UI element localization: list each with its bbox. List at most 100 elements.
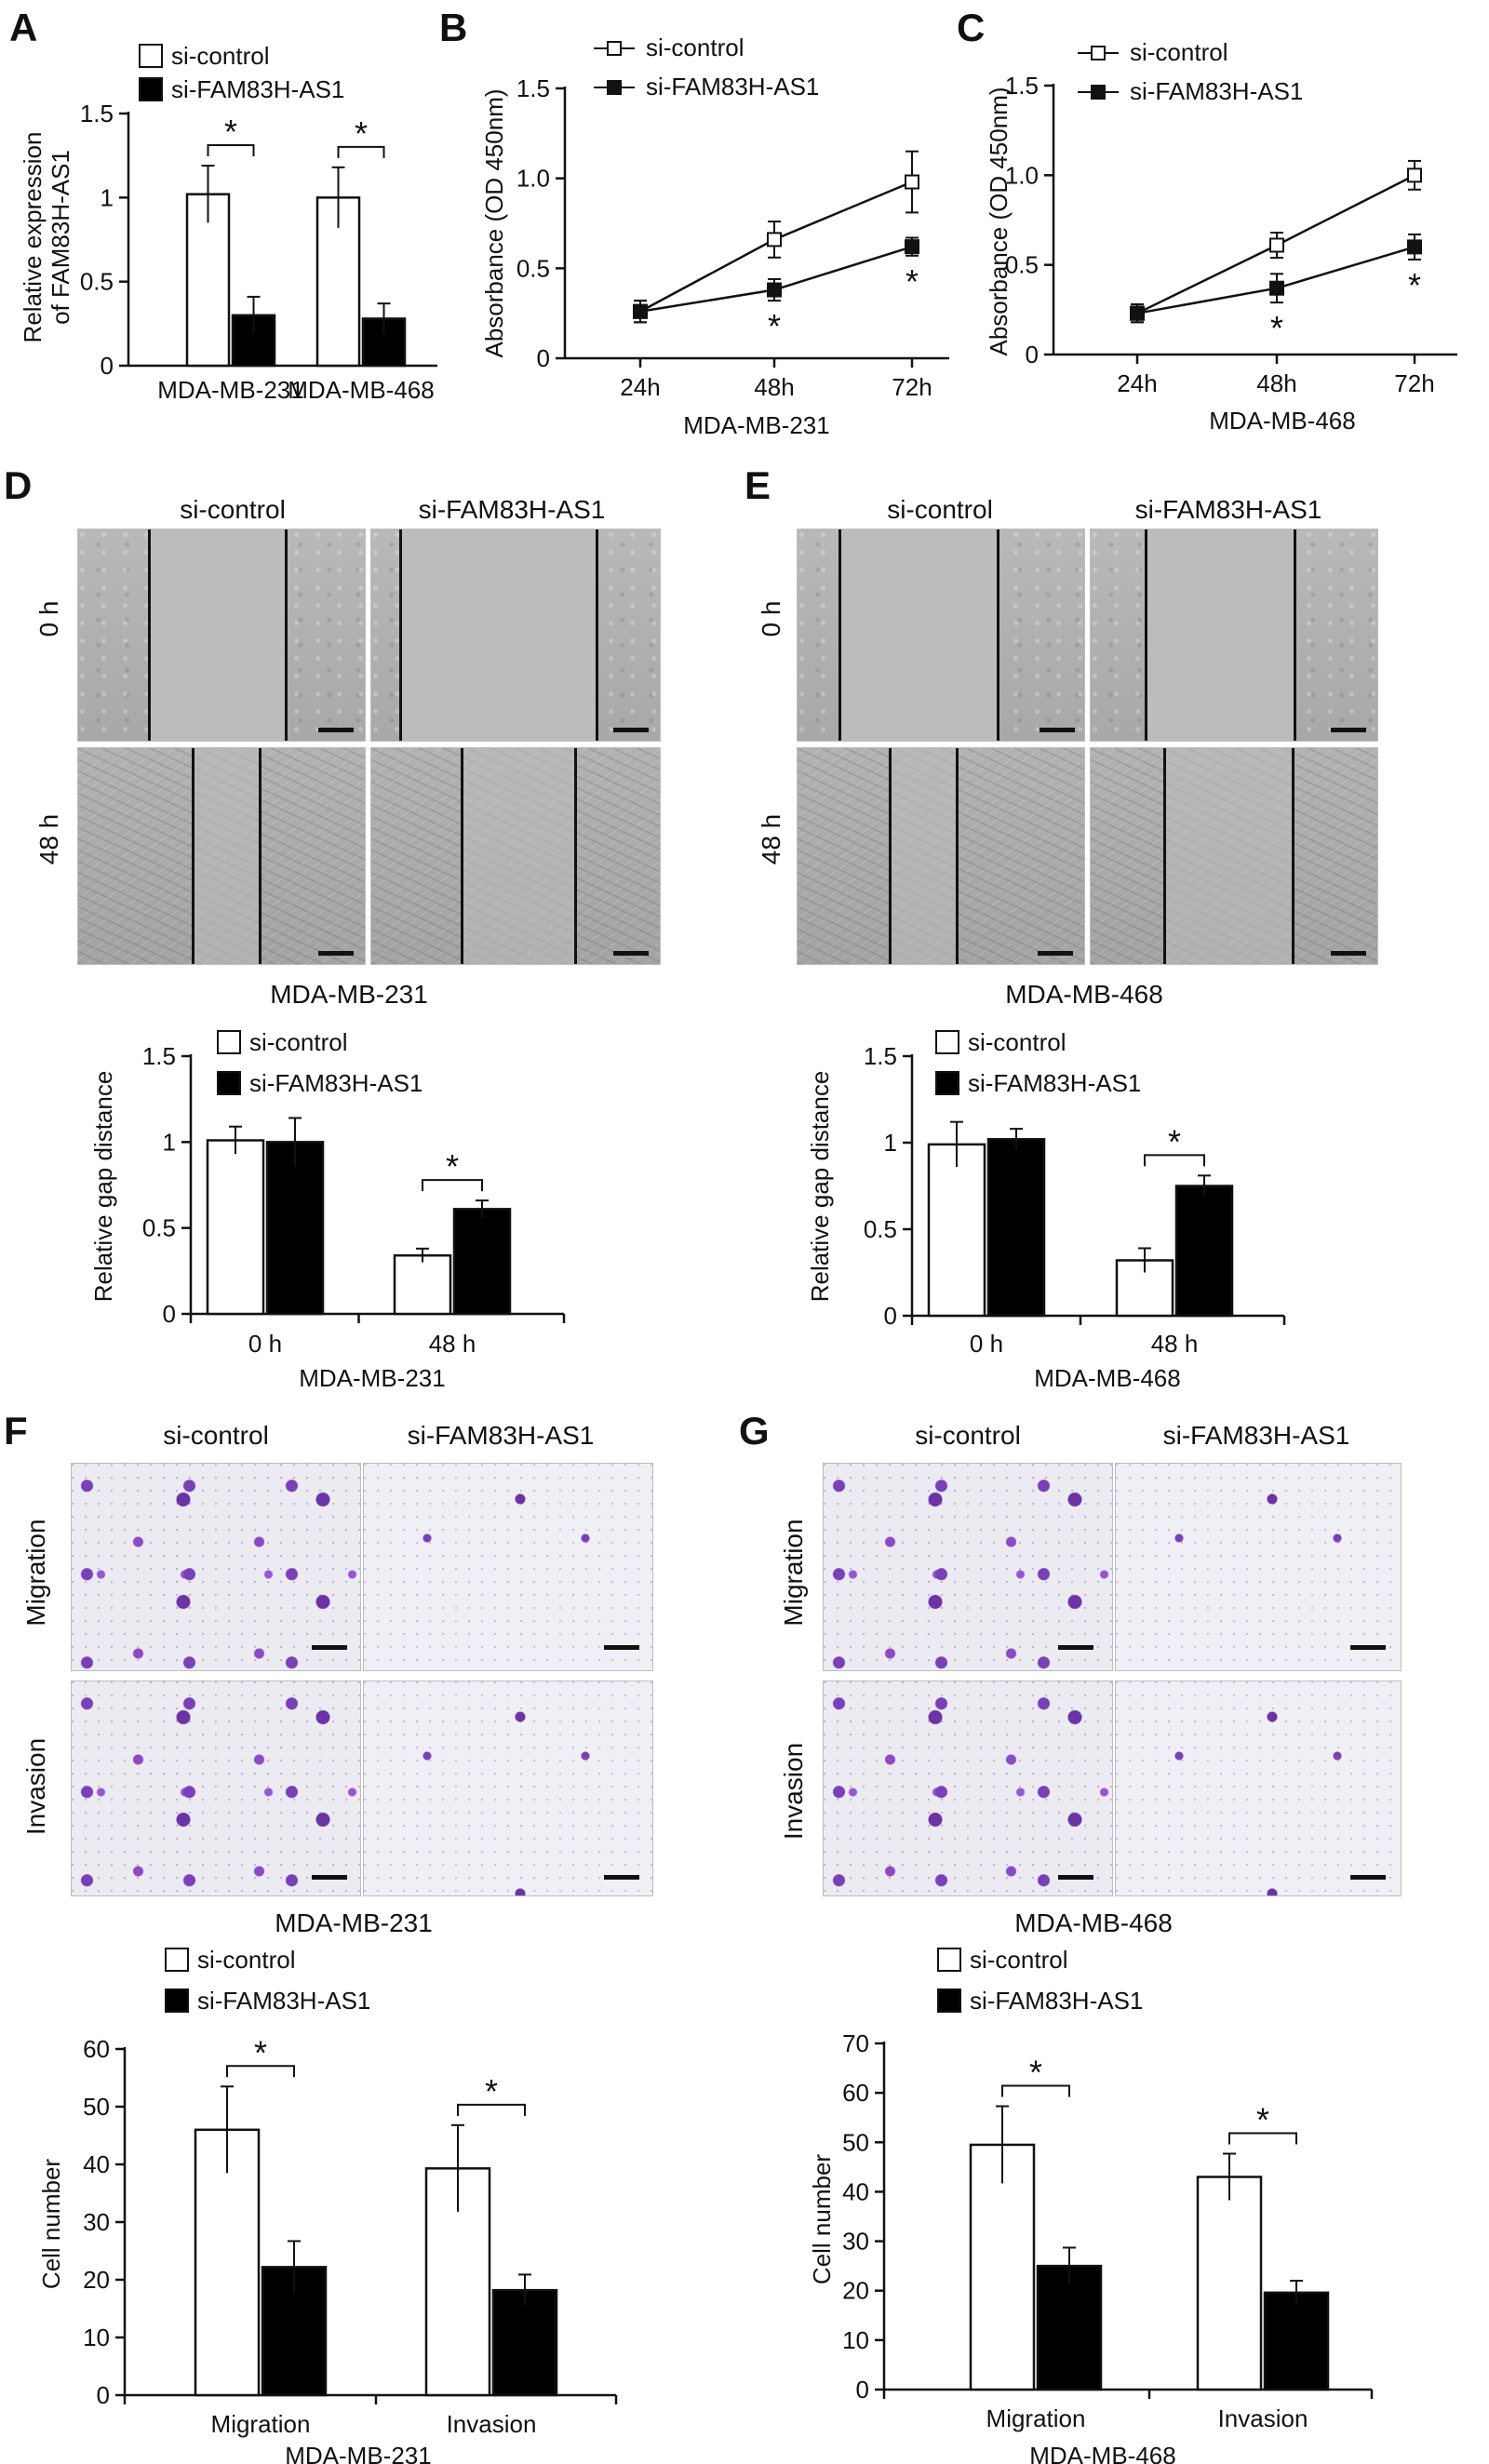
chart-d-y-tick-label: 0.5 xyxy=(142,1214,176,1242)
chart-b-y-tick-label: 1.5 xyxy=(516,74,550,102)
chart-b-legend-label: si-control xyxy=(646,33,744,61)
chart-g-bar xyxy=(1196,2176,1263,2391)
chart-f-x-tick-label: Invasion xyxy=(447,2410,537,2438)
micrograph-f-control-migration xyxy=(71,1463,361,1671)
panel-d-col-label-si: si-FAM83H-AS1 xyxy=(419,495,606,524)
chart-f-bar xyxy=(194,2128,261,2397)
chart-g-y-tick-label: 40 xyxy=(842,2177,869,2205)
micrograph-d-si-0h xyxy=(370,529,661,742)
chart-f-y-tick-label: 40 xyxy=(83,2150,110,2178)
chart-f-y-label: Cell number xyxy=(37,2159,65,2290)
chart-g-y-tick-label: 60 xyxy=(842,2079,869,2107)
chart-c-x-tick-label: 72h xyxy=(1394,369,1434,397)
chart-g-x-tick-label: Invasion xyxy=(1218,2404,1308,2432)
micrograph-e-control-0h xyxy=(797,529,1085,742)
chart-b-y-tick-label: 0 xyxy=(537,344,550,372)
chart-e-x-tick-label: 48 h xyxy=(1151,1330,1199,1358)
scale-bar xyxy=(318,728,354,732)
chart-d-bar xyxy=(206,1139,265,1316)
chart-f-significance-bracket xyxy=(226,2065,295,2078)
chart-c-y-tick-label: 1.0 xyxy=(1005,161,1039,189)
chart-c-x-tick-label: 48h xyxy=(1256,369,1296,397)
chart-d-significance-bracket xyxy=(422,1179,483,1192)
chart-d-x-tick-label: 48 h xyxy=(429,1330,476,1358)
chart-c-point xyxy=(1269,280,1284,296)
chart-a-legend-label: si-FAM83H-AS1 xyxy=(171,75,344,103)
micrograph-e-si-48h xyxy=(1090,747,1378,965)
micrograph-g-si-invasion xyxy=(1115,1681,1402,1896)
panel-e-row-label-48h: 48 h xyxy=(757,814,785,865)
panel-letter-E: E xyxy=(744,463,771,507)
chart-f-significance-bracket xyxy=(457,2103,526,2116)
micrograph-d-control-48h xyxy=(77,747,366,965)
panel-g-row-label-invasion: Invasion xyxy=(779,1743,808,1840)
chart-d-x-tick-label: 0 h xyxy=(248,1330,282,1358)
micrograph-f-control-invasion xyxy=(71,1681,361,1896)
chart-d-legend-swatch xyxy=(217,1071,241,1095)
chart-a-significance-star: * xyxy=(355,114,368,153)
chart-e-bar xyxy=(986,1138,1046,1318)
chart-e-legend-label: si-FAM83H-AS1 xyxy=(968,1069,1141,1097)
chart-c-significance-star: * xyxy=(1270,309,1283,347)
chart-e-y-tick-label: 0.5 xyxy=(864,1215,897,1243)
chart-a-x-tick-label: MDA-MB-468 xyxy=(288,376,434,404)
scale-bar xyxy=(613,728,649,732)
chart-f-x-label: MDA-MB-231 xyxy=(285,2442,431,2464)
chart-d-y-tick-label: 1 xyxy=(163,1128,176,1156)
chart-b-x-label: MDA-MB-231 xyxy=(683,411,829,439)
chart-g-significance-star: * xyxy=(1256,2101,1269,2139)
micrograph-d-control-0h xyxy=(77,529,366,742)
chart-g-y-label: Cell number xyxy=(808,2154,836,2285)
chart-g-y-tick-label: 0 xyxy=(856,2376,869,2404)
chart-e-y-tick-label: 0 xyxy=(884,1302,897,1330)
micrograph-g-control-migration xyxy=(823,1463,1113,1671)
chart-b-x-tick-label: 24h xyxy=(620,373,660,401)
chart-d-significance-star: * xyxy=(446,1147,459,1185)
chart-f-significance-star: * xyxy=(485,2072,498,2110)
micrograph-e-si-0h xyxy=(1090,529,1378,742)
panel-f-col-label-si: si-FAM83H-AS1 xyxy=(408,1421,595,1450)
micrograph-f-si-invasion xyxy=(363,1681,653,1896)
chart-d-x-label: MDA-MB-231 xyxy=(299,1364,445,1392)
chart-a-y-label-line1: Relative expression xyxy=(19,132,47,343)
chart-b-significance-star: * xyxy=(905,262,919,301)
panel-letter-A: A xyxy=(9,6,37,49)
chart-a-y-tick-label: 1.5 xyxy=(80,100,114,127)
chart-a-legend-swatch xyxy=(139,44,163,68)
chart-a-y-tick-label: 0 xyxy=(101,352,114,380)
chart-f-x-tick-label: Migration xyxy=(211,2410,311,2438)
chart-b-point xyxy=(767,232,782,248)
panel-letter-B: B xyxy=(439,6,467,49)
scale-bar xyxy=(1038,951,1073,956)
micrograph-e-control-48h xyxy=(797,747,1085,965)
panel-g-caption: MDA-MB-468 xyxy=(1014,1908,1173,1937)
chart-f-y-tick-label: 30 xyxy=(83,2208,110,2236)
chart-a-y-tick-label: 0.5 xyxy=(80,268,114,296)
chart-d-bar xyxy=(393,1253,452,1316)
chart-g-legend-label: si-FAM83H-AS1 xyxy=(970,1987,1143,2015)
chart-a-bar xyxy=(315,196,361,368)
chart-a-significance-bracket xyxy=(207,144,255,157)
scale-bar xyxy=(312,1645,347,1650)
chart-a-significance-star: * xyxy=(224,113,237,151)
chart-f-bar xyxy=(491,2288,558,2397)
scale-bar xyxy=(1058,1875,1093,1880)
chart-d-bar xyxy=(452,1208,512,1316)
chart-f-legend-label: si-FAM83H-AS1 xyxy=(197,1987,370,2015)
scale-bar xyxy=(604,1875,639,1880)
chart-a-y-label: Relative expressionof FAM83H-AS1 xyxy=(19,132,74,343)
panel-letter-C: C xyxy=(957,6,985,49)
scale-bar xyxy=(1331,951,1366,956)
chart-b-significance-star: * xyxy=(768,307,781,345)
chart-c-legend-label: si-control xyxy=(1130,38,1227,66)
chart-b-x-tick-label: 48h xyxy=(754,373,794,401)
chart-a-x-tick-label: MDA-MB-231 xyxy=(157,376,303,404)
chart-c-x-label: MDA-MB-468 xyxy=(1209,407,1355,435)
chart-f-y-tick-label: 50 xyxy=(83,2093,110,2121)
scale-bar xyxy=(1058,1645,1093,1650)
panel-e-row-label-0h: 0 h xyxy=(757,601,785,637)
chart-b-y-label: Absorbance (OD 450nm) xyxy=(480,88,508,357)
chart-c-y-tick-label: 0 xyxy=(1026,341,1039,368)
